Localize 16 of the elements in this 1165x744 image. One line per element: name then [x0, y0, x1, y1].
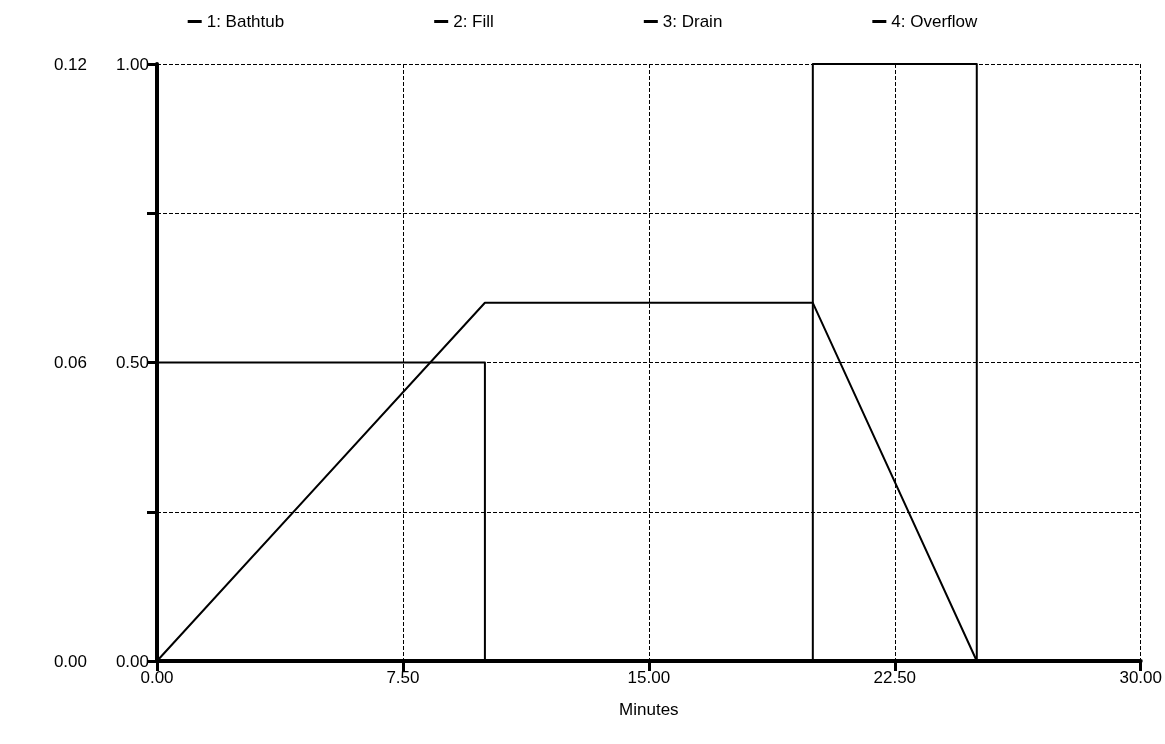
x-tick-label: 0.00	[140, 668, 174, 687]
y-tick-label: 0.00	[115, 651, 149, 671]
x-tick-label: 30.00	[1119, 668, 1162, 687]
y2-tick-label: 0.06	[53, 353, 87, 372]
legend-label: 3: Drain	[662, 12, 723, 31]
y2-tick-label: 0.00	[53, 651, 87, 671]
y-tick-label: 0.50	[115, 353, 149, 372]
legend-label: 2: Fill	[453, 12, 494, 31]
legend-label: 4: Overflow	[891, 12, 979, 31]
legend-label: 1: Bathtub	[206, 12, 285, 31]
x-tick-label: 15.00	[627, 668, 671, 687]
x-tick-label: 22.50	[873, 668, 917, 687]
x-axis-title: Minutes	[619, 700, 679, 719]
y-tick-label: 1.00	[115, 54, 149, 74]
x-tick-label: 7.50	[386, 668, 420, 687]
y2-tick-label: 0.12	[53, 54, 87, 74]
